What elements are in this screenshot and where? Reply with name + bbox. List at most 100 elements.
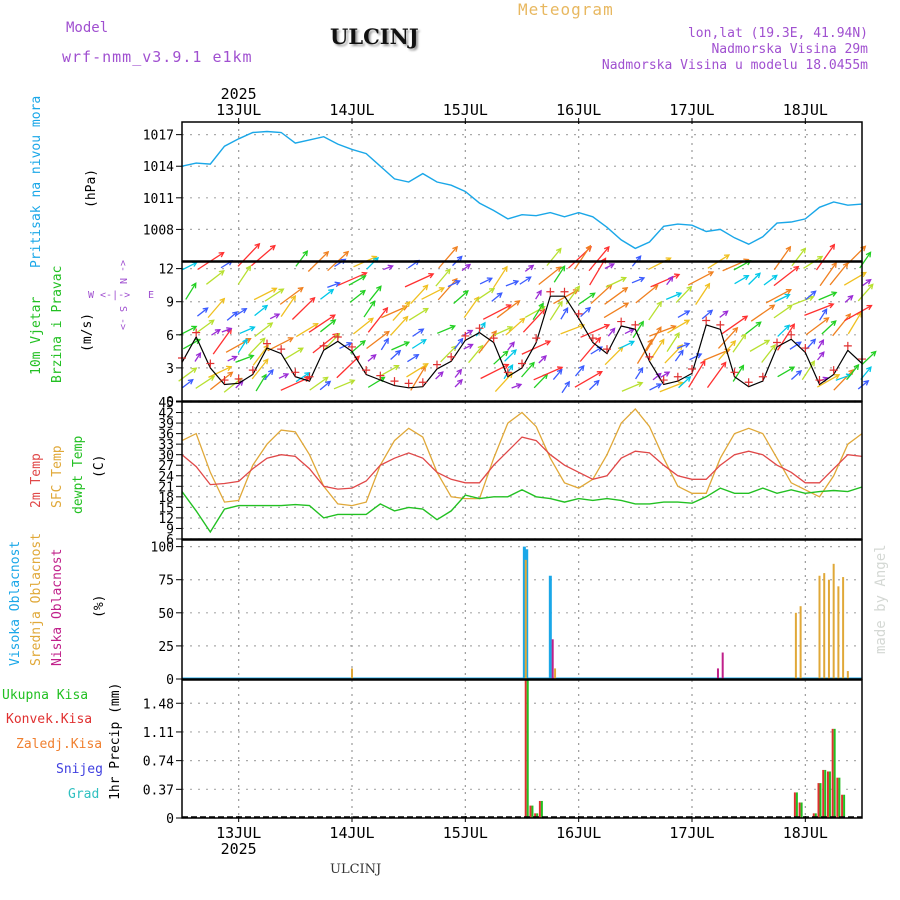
y-tick-label: 45: [158, 396, 174, 411]
wind-arrow-head: [622, 287, 629, 293]
wind-arrow: [196, 307, 209, 317]
convective-rain-bar: [812, 813, 815, 818]
wind-arrow-head: [707, 309, 714, 316]
cloud-mid-bar: [832, 563, 835, 679]
gust-marker: [645, 352, 654, 361]
wind-arrow-head: [562, 306, 569, 314]
wind-arrow: [390, 350, 401, 361]
wind-arrow: [695, 283, 710, 305]
gust-marker: [390, 377, 399, 386]
total-rain-bar: [824, 769, 827, 818]
wind-arrow: [263, 369, 274, 381]
convective-rain-bar: [831, 728, 834, 818]
wind-arrow-head: [743, 274, 750, 281]
y-tick-label: 27: [158, 459, 174, 474]
convective-rain-bar: [817, 783, 820, 818]
wind-arrow-head: [503, 363, 510, 370]
wind-arrow: [533, 366, 563, 381]
wind-arrow-head: [452, 245, 459, 252]
wind-arrow-head: [623, 302, 630, 308]
wind-arrow: [479, 277, 493, 285]
gust-marker: [631, 320, 640, 329]
total-rain-bar: [800, 802, 803, 818]
wind-arrow: [504, 349, 517, 362]
wind-arrow: [524, 264, 534, 272]
gust-marker: [787, 330, 796, 339]
wind-arrow: [574, 245, 591, 270]
gust-marker: [744, 378, 753, 387]
panel-frame: [181, 679, 863, 819]
wind-arrow: [380, 338, 389, 351]
gust-marker: [843, 341, 852, 350]
wind-arrow-head: [323, 250, 330, 257]
wind-arrow: [734, 275, 749, 285]
wind-arrow-head: [684, 310, 691, 316]
wind-arrow-head: [675, 292, 683, 298]
wind-arrow-head: [404, 300, 411, 307]
wind-arrow-head: [413, 354, 420, 360]
wind-arrow-head: [866, 304, 873, 311]
wind-arrow-head: [218, 251, 225, 258]
wind-arrow: [253, 287, 277, 301]
wind-arrow-head: [595, 336, 602, 343]
cloud-mid-bar: [351, 668, 353, 679]
wind-arrow: [857, 283, 874, 302]
wind-arrow: [818, 291, 837, 301]
wind-arrow-head: [422, 307, 429, 314]
wind-arrow: [195, 375, 215, 389]
wind-arrow: [309, 376, 329, 391]
wind-arrow: [391, 341, 410, 351]
wind-arrow: [579, 337, 601, 362]
y-tick-label: 75: [158, 574, 174, 589]
gust-marker: [659, 376, 668, 385]
wind-arrow-head: [259, 337, 266, 344]
wind-arrow-head: [867, 283, 874, 290]
wind-arrow: [791, 247, 806, 267]
wind-arrow: [560, 324, 585, 335]
wind-arrow: [255, 374, 267, 392]
gust-marker: [433, 360, 441, 369]
wind-arrow: [227, 355, 237, 362]
y-tick-label: 1.48: [143, 697, 174, 712]
convective-rain-bar: [826, 771, 829, 818]
wind-arrow: [773, 246, 791, 271]
wind-arrow-head: [539, 308, 546, 315]
legend-freezing-rain: Zaledj.Kisa: [16, 737, 103, 752]
y-tick-label: 1014: [143, 160, 174, 175]
panel-frame: [181, 261, 863, 402]
wind-arrow: [406, 363, 429, 378]
gust-marker: [588, 334, 597, 343]
y-tick-label: 42: [158, 407, 174, 422]
wind-arrow: [519, 276, 532, 285]
wind-arrow-head: [231, 355, 238, 362]
wind-arrow: [408, 308, 429, 321]
gust-marker: [348, 342, 356, 351]
wind-arrow-head: [227, 371, 234, 378]
wind-arrow: [295, 372, 310, 383]
wind-arrow-head: [770, 344, 776, 351]
gust-marker: [376, 371, 385, 380]
wind-arrow-head: [428, 272, 435, 279]
wind-arrow-head: [740, 333, 747, 340]
gust-marker: [617, 317, 626, 326]
wind-arrow-head: [278, 288, 285, 294]
wind-arrow: [745, 321, 762, 335]
y-tick-label: 1011: [143, 192, 174, 207]
wind-arrow: [844, 295, 854, 303]
wind-arrow: [676, 343, 690, 350]
wind-arrow-head: [525, 276, 532, 282]
wind-arrow-head: [528, 264, 535, 271]
wind-arrow: [252, 344, 269, 366]
wind-arrow: [732, 365, 744, 382]
gust-marker: [263, 339, 271, 348]
wind-arrow: [777, 324, 790, 337]
wind-arrow-head: [218, 270, 225, 276]
compass-east: E: [148, 290, 154, 301]
wind-arrow-head: [722, 310, 729, 317]
wind-arrow-head: [248, 354, 255, 360]
model-name: wrf-nmm_v3.9.1 e1km: [62, 48, 253, 66]
wind-arrow: [765, 289, 792, 304]
date-label-bottom: 13JUL: [216, 824, 261, 842]
wind-arrow-head: [512, 279, 520, 286]
wind-arrow: [221, 327, 232, 333]
